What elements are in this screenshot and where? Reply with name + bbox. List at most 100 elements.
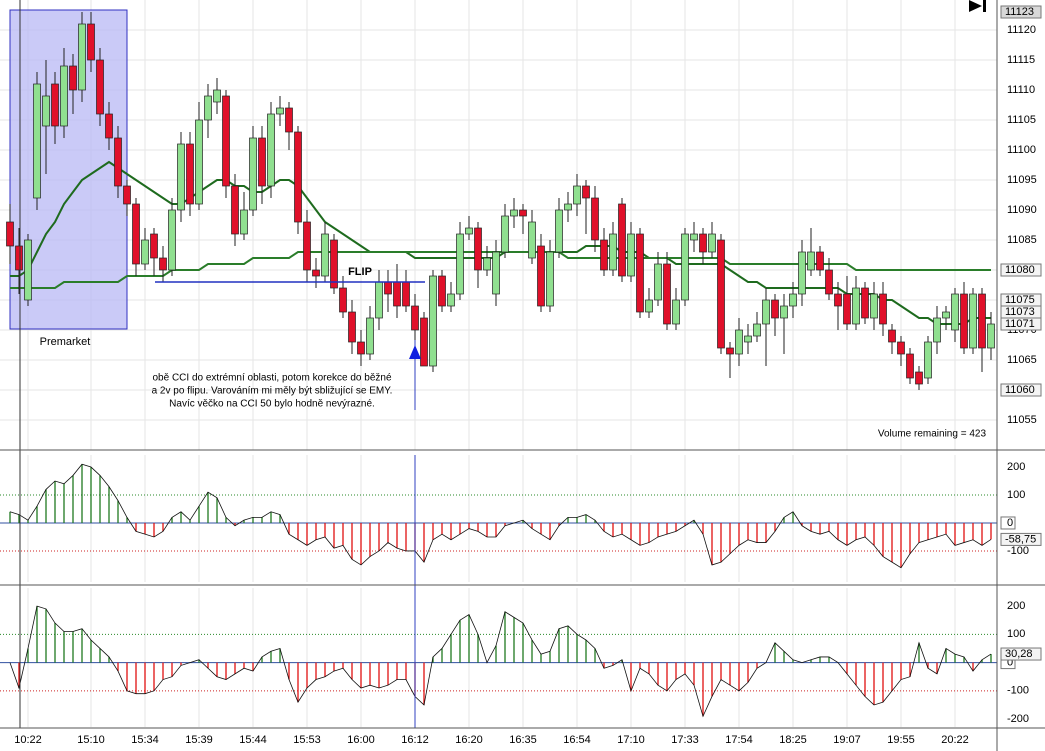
last-value-box [1000, 647, 1042, 661]
candle-body [645, 299, 653, 313]
price-label: 11060 [1005, 384, 1035, 396]
candle-body [573, 185, 581, 205]
last-value-label: -58,75 [1005, 533, 1036, 545]
candle-body [411, 305, 419, 331]
candle-body [501, 215, 509, 253]
price-label-box [1000, 263, 1042, 277]
candle-body [402, 281, 410, 307]
candle-body [528, 221, 536, 259]
x-tick-label: 10:22 [14, 734, 42, 746]
price-label: 11075 [1005, 294, 1035, 306]
candle-body [690, 233, 698, 241]
candle-body [294, 131, 302, 223]
candle-body [807, 251, 815, 271]
candle-body [546, 251, 554, 307]
candle-body [168, 209, 176, 271]
candle-body [42, 95, 50, 127]
candle-body [15, 245, 23, 271]
price-label-box [1000, 383, 1042, 397]
candle-body [321, 233, 329, 277]
y-tick-label: -100 [1007, 545, 1029, 557]
price-label: 11071 [1005, 318, 1035, 330]
candle-body [447, 293, 455, 307]
candle-body [420, 317, 428, 367]
y-tick-label: 11120 [1007, 24, 1036, 36]
candle-body [276, 107, 284, 115]
y-tick-label: 0 [1007, 656, 1013, 668]
y-tick-label: 11105 [1007, 114, 1036, 126]
candle-body [303, 221, 311, 271]
candle-body [150, 233, 158, 259]
candle-body [843, 293, 851, 325]
y-tick-label: 11115 [1007, 54, 1035, 66]
candle-body [924, 341, 932, 379]
price-label: 11080 [1005, 264, 1035, 276]
candle-body [870, 293, 878, 319]
x-tick-label: 16:54 [563, 734, 591, 746]
x-tick-label: 17:54 [725, 734, 753, 746]
candle-body [933, 317, 941, 343]
x-tick-label: 16:20 [455, 734, 483, 746]
candle-body [429, 275, 437, 367]
candle-body [888, 329, 896, 343]
x-tick-label: 19:55 [887, 734, 915, 746]
candle-body [672, 299, 680, 325]
candle-body [195, 119, 203, 205]
x-tick-label: 19:07 [833, 734, 861, 746]
x-tick-label: 16:12 [401, 734, 429, 746]
candle-body [258, 137, 266, 187]
play-icon[interactable] [969, 0, 982, 12]
candle-body [537, 245, 545, 307]
cci-line [9, 605, 992, 718]
price-label: 11123 [1005, 6, 1034, 18]
candle-body [987, 323, 995, 349]
candle-body [87, 23, 95, 61]
candle-body [618, 203, 626, 277]
end-icon[interactable] [983, 0, 986, 12]
candle-body [240, 209, 248, 235]
candle-body [357, 341, 365, 355]
candle-body [132, 203, 140, 265]
candle-body [942, 311, 950, 319]
candle-body [177, 143, 185, 211]
candle-body [465, 227, 473, 235]
candle-body [366, 317, 374, 355]
y-tick-label: 100 [1007, 489, 1025, 501]
play-end-icon[interactable] [969, 0, 986, 12]
candle-body [636, 233, 644, 313]
candle-body [456, 233, 464, 295]
y-tick-label: -200 [1007, 713, 1029, 725]
candle-body [744, 335, 752, 343]
price-label: 11073 [1005, 306, 1035, 318]
candle-body [510, 209, 518, 217]
candle-body [141, 239, 149, 265]
y-tick-label: 200 [1007, 600, 1025, 612]
candle-body [312, 269, 320, 277]
candle-body [699, 233, 707, 253]
candle-body [78, 23, 86, 91]
x-tick-label: 15:53 [293, 734, 321, 746]
y-tick-label: 11055 [1007, 414, 1037, 426]
candle-body [483, 257, 491, 271]
candle-body [51, 83, 59, 127]
candle-body [474, 227, 482, 271]
x-tick-label: 18:25 [779, 734, 807, 746]
y-tick-label: 11085 [1007, 234, 1037, 246]
x-tick-label: 15:44 [239, 734, 267, 746]
candle-body [726, 347, 734, 355]
candle-body [330, 239, 338, 289]
candle-body [60, 65, 68, 127]
x-tick-label: 17:33 [671, 734, 699, 746]
candle-body [564, 203, 572, 211]
y-tick-label: 100 [1007, 628, 1025, 640]
candle-body [438, 275, 446, 307]
candle-body [582, 185, 590, 199]
candle-body [789, 293, 797, 307]
volume-label: Volume remaining = 423 [878, 429, 987, 440]
candle-body [663, 263, 671, 325]
candle-body [267, 113, 275, 187]
candle-body [879, 293, 887, 325]
premarket-label: Premarket [40, 336, 91, 348]
candle-body [609, 233, 617, 271]
